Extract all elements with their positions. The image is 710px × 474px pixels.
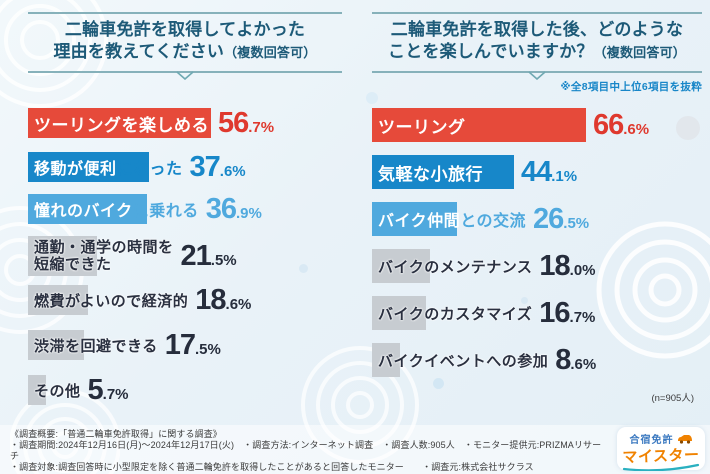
gasshuku-menkyo-meister-logo: 合宿免許 マイスター (617, 427, 705, 472)
bar-segment (28, 152, 149, 182)
chart-row-bike-maintenance: バイクのメンテナンス 18.0% (372, 249, 702, 283)
left-chart-section: 二輪車免許を取得してよかった 理由を教えてください（複数回答可） ツーリングを楽… (28, 12, 342, 419)
bar-label: ツーリングを楽しめる (34, 115, 209, 135)
bar-value: 37.6% (189, 150, 246, 183)
right-title-line2: ことを楽しんでいますか？ (388, 42, 594, 61)
left-title-line2: 理由を教えてください (53, 42, 225, 61)
bar-value: 16.7% (539, 296, 596, 329)
bar-value: 17.5% (164, 328, 221, 361)
bar-label: 渋滞を回避できる (34, 337, 158, 355)
bar-label: バイクのメンテナンス (378, 258, 533, 276)
bar-segment (28, 285, 88, 315)
bar-value: 8.6% (555, 343, 597, 376)
survey-footer: 《調査概要:「普通二輪車免許取得」に関する調査》 ・調査期間:2024年12月1… (0, 425, 710, 474)
chart-row-bike-customize: バイクのカスタマイズ 16.7% (372, 296, 702, 330)
survey-overview-line3: ・調査対象:調査回答時に小型限定を除く普通二輪免許を取得したことがあると回答した… (10, 462, 534, 472)
bar-value: 66.6% (593, 108, 650, 141)
survey-overview-line1: 《調査概要:「普通二輪車免許取得」に関する調査》 (10, 429, 222, 439)
bar-label: 燃費がよいので経済的 (34, 292, 189, 310)
survey-overview-line2: ・調査期間:2024年12月16日(月)～2024年12月17日(火) ・調査方… (10, 440, 602, 461)
right-title-paren: （複数回答可） (593, 45, 686, 60)
chevron-down-icon (176, 71, 194, 81)
left-chart-rows: ツーリングを楽しめる 56.7% 移動が便利になった 37.6% 憧れのバイクに… (28, 106, 342, 406)
bar-label: ツーリング (378, 117, 466, 137)
bar-label: バイクのカスタマイズ (378, 305, 533, 323)
left-title-paren: （複数回答可） (224, 45, 317, 60)
bar-value: 36.9% (205, 192, 262, 225)
sample-size-note: (n=905人) (651, 393, 694, 404)
bar-segment (28, 108, 211, 138)
chart-row-touring-tanoshimeru: ツーリングを楽しめる 56.7% (28, 106, 342, 139)
bar-value: 18.6% (195, 283, 252, 316)
left-title-line1: 二輪車免許を取得してよかった (64, 20, 306, 39)
bar-segment (28, 236, 97, 276)
bar-value: 56.7% (218, 106, 275, 139)
chart-row-nenpi-keizaiteki: 燃費がよいので経済的 18.6% (28, 283, 342, 316)
right-chart-rows: ツーリング 66.6% 気軽な小旅行 44.1% バイク仲間との交流 26.5%… (372, 108, 702, 404)
chart-row-juutai-kaihi: 渋滞を回避できる 17.5% (28, 328, 342, 361)
top6-note: ※全8項目中上位6項目を抜粋 (560, 81, 702, 93)
chart-row-bike-event: バイクイベントへの参加 8.6% (372, 343, 702, 377)
bar-segment (28, 330, 84, 360)
chevron-down-icon (528, 71, 546, 81)
bar-label: バイクイベントへの参加 (378, 352, 549, 370)
chart-row-akogare-bike: 憧れのバイクに乗れる 36.9% (28, 192, 342, 225)
bar-segment (372, 296, 426, 330)
bar-segment (28, 375, 46, 405)
chart-row-sonota: その他 5.7% (28, 373, 342, 406)
bar-label: 移動が便利になった (34, 161, 183, 178)
bar-label: 通勤・通学の時間を 短縮できた (34, 239, 174, 273)
chart-row-idou-benri: 移動が便利になった 37.6% (28, 150, 342, 183)
right-chart-section: 二輪車免許を取得した後、どのような ことを楽しんでいますか？（複数回答可） ※全… (372, 12, 702, 404)
chart-row-touring: ツーリング 66.6% (372, 108, 702, 142)
chart-row-kigaru-shoryokou: 気軽な小旅行 44.1% (372, 155, 702, 189)
logo-text-top: 合宿免許 (629, 435, 674, 447)
right-chart-title: 二輪車免許を取得した後、どのような ことを楽しんでいますか？（複数回答可） (372, 12, 702, 81)
bar-value: 21.5% (180, 239, 237, 272)
bar-segment (372, 249, 430, 283)
logo-swoosh-icon (617, 463, 705, 472)
chart-row-tsuukin-tsuugaku: 通勤・通学の時間を 短縮できた 21.5% (28, 236, 342, 276)
bar-label: バイク仲間との交流 (378, 213, 527, 230)
bar-segment (372, 343, 400, 377)
bar-label: 憧れのバイクに乗れる (34, 203, 199, 220)
left-chart-title: 二輪車免許を取得してよかった 理由を教えてください（複数回答可） (28, 12, 342, 81)
bar-segment (372, 202, 457, 236)
bar-label: その他 (34, 382, 81, 400)
bar-value: 44.1% (521, 155, 578, 188)
bar-segment (372, 108, 586, 142)
logo-text-bottom: マイスター (622, 446, 700, 467)
bar-label: 気軽な小旅行 (378, 164, 483, 184)
right-title-line1: 二輪車免許を取得した後、どのような (390, 20, 684, 39)
bar-segment (372, 155, 514, 189)
bar-value: 5.7% (87, 373, 129, 406)
car-icon (677, 434, 693, 444)
survey-overview: 《調査概要:「普通二輪車免許取得」に関する調査》 ・調査期間:2024年12月1… (10, 429, 610, 473)
bar-segment (28, 194, 147, 224)
bar-value: 18.0% (539, 249, 596, 282)
bar-value: 26.5% (533, 202, 590, 235)
chart-row-bike-nakama: バイク仲間との交流 26.5% (372, 202, 702, 236)
